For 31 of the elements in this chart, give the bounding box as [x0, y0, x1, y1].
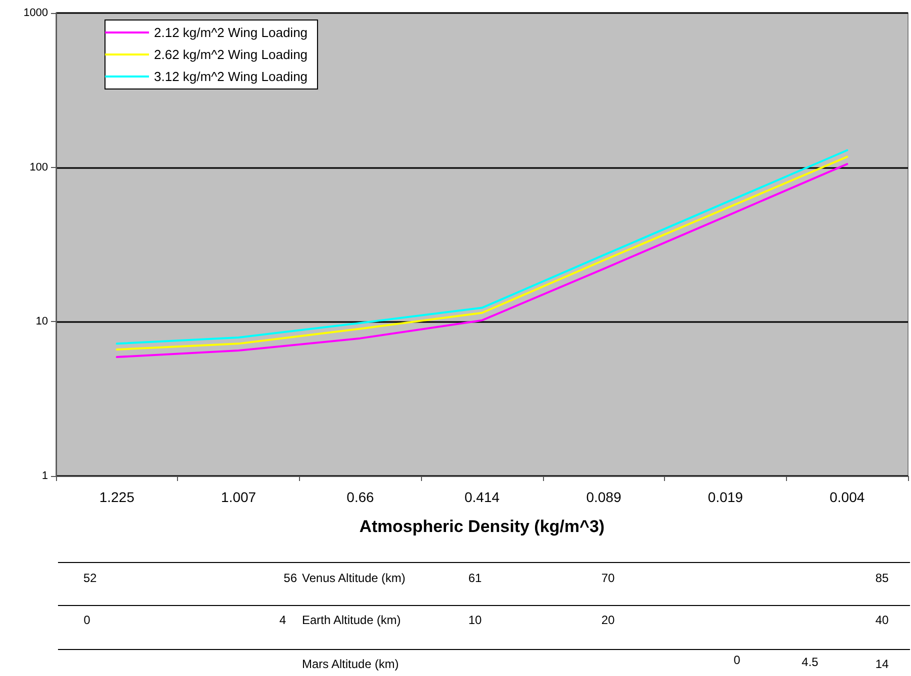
x-tick-label: 0.089 [586, 489, 622, 505]
y-tick-label: 1 [42, 470, 48, 482]
x-tick-label: 0.414 [464, 489, 500, 505]
x-tick-label: 0.019 [708, 489, 744, 505]
text: 70 [601, 571, 615, 585]
text: 14 [875, 657, 889, 671]
x-axis-title: Atmospheric Density (kg/m^3) [359, 517, 605, 536]
text: 56 [284, 571, 297, 585]
x-tick-label: 0.66 [346, 489, 374, 505]
y-tick-label: 1000 [24, 7, 48, 19]
legend-label: 3.12 kg/m^2 Wing Loading [154, 69, 308, 84]
x-tick-label: 1.007 [221, 489, 256, 505]
legend-label: 2.12 kg/m^2 Wing Loading [154, 25, 308, 40]
text: 20 [601, 613, 615, 627]
text: Mars Altitude (km) [302, 657, 399, 671]
legend-label: 2.62 kg/m^2 Wing Loading [154, 47, 308, 62]
y-tick-label: 10 [36, 316, 48, 328]
text: Venus Altitude (km) [302, 571, 406, 585]
text: 40 [875, 613, 889, 627]
y-tick-label: 100 [30, 161, 48, 174]
text: 0 [734, 653, 740, 667]
x-tick-label: 0.004 [830, 489, 865, 505]
text: 0 [84, 613, 90, 627]
text: 4 [279, 613, 286, 627]
text: 10 [468, 613, 482, 627]
text: 52 [83, 571, 97, 585]
x-tick-label: 1.225 [99, 489, 135, 505]
text: 85 [875, 571, 889, 585]
text: Earth Altitude (km) [302, 613, 401, 627]
text: 4.5 [802, 655, 818, 669]
text: 61 [468, 571, 482, 585]
